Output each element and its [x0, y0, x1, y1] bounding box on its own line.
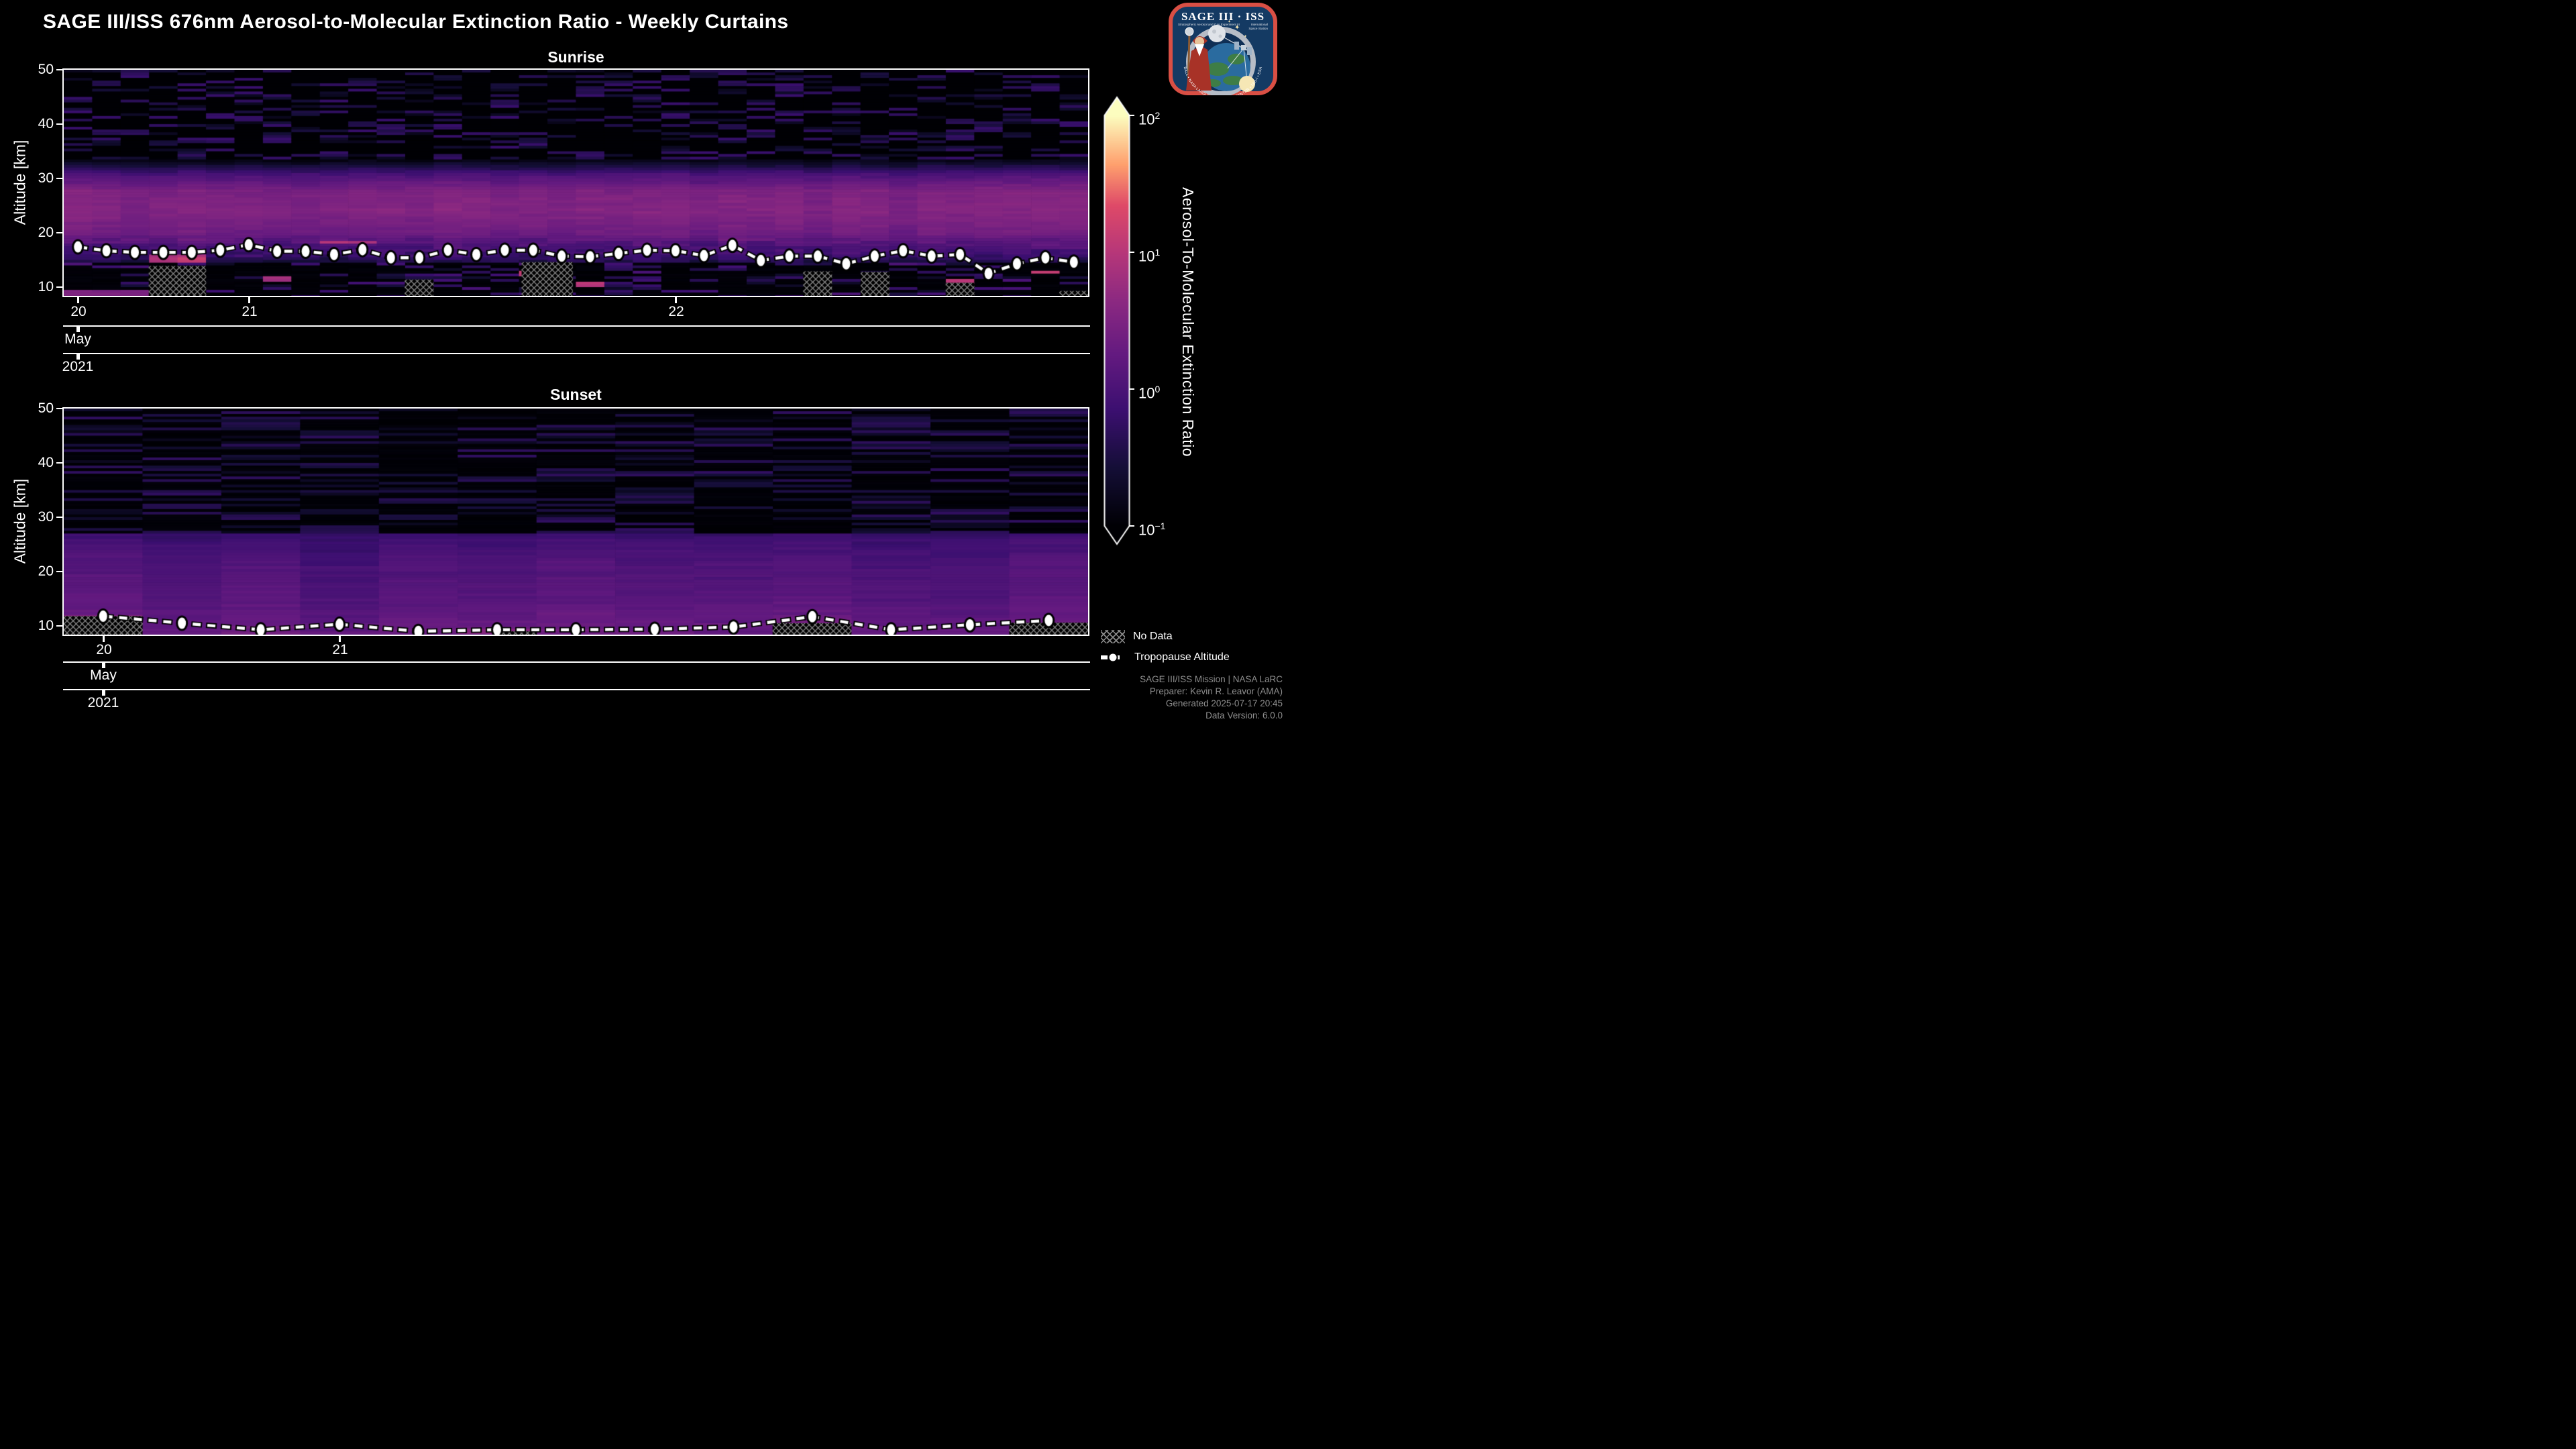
y-tick-label: 20 [38, 564, 54, 579]
colorbar-tick [1129, 388, 1134, 390]
svg-text:✦: ✦ [1244, 34, 1247, 39]
footer-line: Data Version: 6.0.0 [1205, 710, 1283, 720]
y-tick-label: 40 [38, 455, 54, 470]
colorbar-tick-label: 10−1 [1138, 521, 1166, 539]
sun-icon [1239, 76, 1255, 92]
patch-subtitle-right-1: International [1251, 23, 1268, 26]
x-tick-label: 21 [241, 304, 258, 319]
y-tick-label: 10 [38, 279, 54, 294]
footer-line: Preparer: Kevin R. Leavor (AMA) [1149, 686, 1283, 696]
month-axis-line [63, 325, 1090, 327]
x-tick-label: 20 [96, 642, 112, 657]
x-tick-label: 21 [332, 642, 348, 657]
colorbar-tick-label: 100 [1138, 384, 1161, 402]
x-tick [675, 297, 677, 303]
sunset-heatmap-canvas [64, 409, 1088, 635]
x-tick-label: 22 [668, 304, 684, 319]
colorbar-tick-label: 102 [1138, 110, 1161, 128]
svg-text:✦: ✦ [1234, 24, 1240, 32]
moon-crater [1212, 30, 1216, 34]
x-tick [103, 636, 105, 642]
patch-mission-name: SAGE III · ISS [1181, 10, 1265, 23]
month-axis-line [63, 661, 1090, 663]
star-icon: ✦ ✦ ✦ [1228, 19, 1247, 39]
year-label: 2021 [87, 695, 119, 710]
y-tick [56, 178, 62, 179]
y-tick [56, 232, 62, 233]
footer-line: SAGE III/ISS Mission | NASA LaRC [1140, 674, 1283, 684]
y-tick-label: 40 [38, 116, 54, 131]
y-tick [56, 625, 62, 627]
mission-patch-logo: ✦ ✦ ✦ SAGE III · ISS Stratospheric Aeros… [1169, 3, 1277, 95]
y-tick [56, 69, 62, 70]
year-axis-line [63, 353, 1090, 354]
legend-item-tropopause: Tropopause Altitude [1099, 651, 1230, 663]
legend-label: Tropopause Altitude [1134, 651, 1230, 663]
legend-item-no-data: No Data [1101, 630, 1173, 643]
year-axis-tick [102, 690, 105, 696]
footer-line: Generated 2025-07-17 20:45 [1165, 698, 1283, 708]
y-tick [56, 408, 62, 409]
no-data-hatch-icon [1101, 630, 1125, 643]
year-axis-line [63, 689, 1090, 690]
colorbar-tick [1129, 115, 1134, 116]
legend-label: No Data [1133, 631, 1173, 642]
y-tick-label: 30 [38, 170, 54, 186]
tropopause-line-icon [1101, 652, 1125, 663]
sunrise-panel-title: Sunrise [547, 48, 604, 66]
y-tick-label: 30 [38, 509, 54, 525]
colorbar-tick-label: 101 [1138, 247, 1161, 265]
y-tick [56, 286, 62, 288]
sunset-panel-title: Sunset [550, 386, 602, 403]
moon-icon [1208, 25, 1226, 42]
patch-subtitle-right-2: Space Station [1248, 27, 1268, 30]
month-label: May [90, 667, 117, 683]
x-tick-label: 20 [70, 304, 87, 319]
colorbar-tick [1129, 252, 1134, 253]
x-tick [248, 297, 250, 303]
y-tick-label: 50 [38, 400, 54, 416]
iss-icon [1234, 42, 1252, 55]
y-tick-label: 20 [38, 225, 54, 240]
patch-subtitle-left: Stratospheric Aerosol and Gas Experiment… [1178, 23, 1240, 26]
month-label: May [64, 331, 91, 347]
x-tick [339, 636, 341, 642]
month-axis-tick [102, 663, 105, 668]
moon-crater [1218, 34, 1222, 38]
svg-text:✦: ✦ [1228, 19, 1231, 24]
y-tick [56, 123, 62, 125]
y-tick-label: 50 [38, 62, 54, 77]
colorbar-axis-label: Aerosol-To-Molecular Extinction Ratio [1179, 187, 1197, 457]
month-axis-tick [76, 327, 80, 332]
sight-line [1227, 48, 1244, 69]
y-tick [56, 462, 62, 464]
year-label: 2021 [62, 359, 94, 374]
y-tick [56, 517, 62, 518]
year-axis-tick [76, 354, 80, 360]
x-tick [77, 297, 79, 303]
figure: SAGE III/ISS 676nm Aerosol-to-Molecular … [0, 0, 1288, 724]
figure-title: SAGE III/ISS 676nm Aerosol-to-Molecular … [43, 11, 789, 33]
colorbar [1103, 95, 1131, 547]
wizard-figure [1185, 27, 1212, 91]
y-tick [56, 571, 62, 572]
footer-credits: SAGE III/ISS Mission | NASA LaRC Prepare… [1140, 674, 1283, 722]
sunrise-heatmap-canvas [64, 70, 1088, 296]
y-tick-label: 10 [38, 618, 54, 633]
colorbar-tick [1129, 525, 1134, 527]
